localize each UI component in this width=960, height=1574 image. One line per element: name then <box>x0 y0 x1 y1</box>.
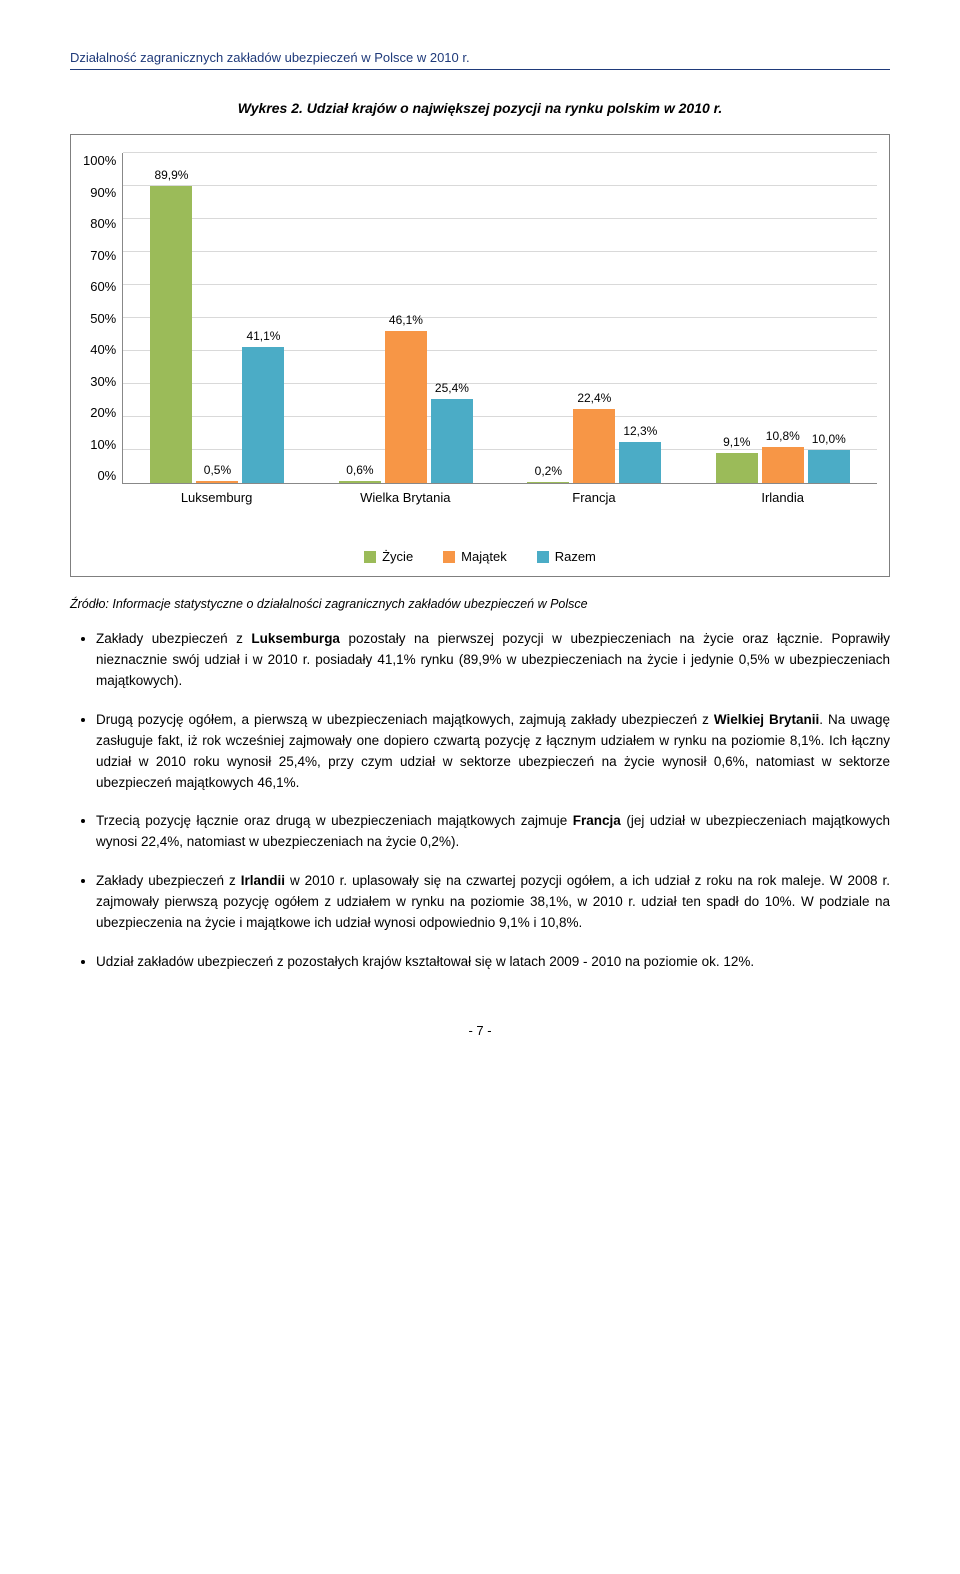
bullet-item: Zakłady ubezpieczeń z Luksemburga pozost… <box>96 629 890 692</box>
x-tick-label: Wielka Brytania <box>311 490 500 505</box>
y-tick: 10% <box>90 437 116 452</box>
y-tick: 40% <box>90 342 116 357</box>
bar-group: 0,6%46,1%25,4% <box>312 153 500 483</box>
legend-label: Majątek <box>461 549 507 564</box>
bar: 22,4% <box>573 409 615 483</box>
chart-title: Wykres 2. Udział krajów o największej po… <box>70 100 890 116</box>
page-number: - 7 - <box>70 1023 890 1038</box>
legend-label: Razem <box>555 549 596 564</box>
bar-value-label: 0,6% <box>346 463 373 477</box>
y-tick: 50% <box>90 311 116 326</box>
plot-area: 89,9%0,5%41,1%0,6%46,1%25,4%0,2%22,4%12,… <box>122 153 877 484</box>
y-tick: 20% <box>90 405 116 420</box>
legend-swatch <box>443 551 455 563</box>
chart-source: Źródło: Informacje statystyczne o działa… <box>70 597 890 611</box>
bar-value-label: 0,2% <box>535 464 562 478</box>
bar-group: 89,9% 0,5% 41,1% <box>123 153 311 483</box>
bar-value-label: 10,0% <box>812 432 846 446</box>
bar: 0,5% <box>196 481 238 483</box>
y-tick: 30% <box>90 374 116 389</box>
legend-swatch <box>537 551 549 563</box>
y-tick: 70% <box>90 248 116 263</box>
bar: 46,1% <box>385 331 427 483</box>
y-tick: 60% <box>90 279 116 294</box>
legend-item: Razem <box>537 549 596 564</box>
bullet-item: Drugą pozycję ogółem, a pierwszą w ubezp… <box>96 710 890 794</box>
bar: 89,9% <box>150 186 192 483</box>
y-tick: 90% <box>90 185 116 200</box>
bar-value-label: 10,8% <box>766 429 800 443</box>
bar-group: 0,2%22,4%12,3% <box>500 153 688 483</box>
bar: 25,4% <box>431 399 473 483</box>
bar-value-label: 41,1% <box>246 329 280 343</box>
y-axis: 100% 90% 80% 70% 60% 50% 40% 30% 20% 10% 0% <box>83 153 122 483</box>
bar: 0,6% <box>339 481 381 483</box>
y-tick: 100% <box>83 153 116 168</box>
legend-swatch <box>364 551 376 563</box>
bar-value-label: 9,1% <box>723 435 750 449</box>
legend-item: Majątek <box>443 549 507 564</box>
bar: 12,3% <box>619 442 661 483</box>
bullet-item: Udział zakładów ubezpieczeń z pozostałyc… <box>96 952 890 973</box>
bar: 10,0% <box>808 450 850 483</box>
x-tick-label: Luksemburg <box>122 490 311 505</box>
bar: 41,1% <box>242 347 284 483</box>
bar-value-label: 22,4% <box>577 391 611 405</box>
bullet-item: Zakłady ubezpieczeń z Irlandii w 2010 r.… <box>96 871 890 934</box>
bar-value-label: 25,4% <box>435 381 469 395</box>
bar-value-label: 0,5% <box>204 463 231 477</box>
x-axis: LuksemburgWielka BrytaniaFrancjaIrlandia <box>122 490 877 505</box>
bar-value-label: 89,9% <box>154 168 188 182</box>
legend-label: Życie <box>382 549 413 564</box>
bar: 0,2% <box>527 482 569 483</box>
bar: 10,8% <box>762 447 804 483</box>
x-tick-label: Francja <box>500 490 689 505</box>
bullet-list: Zakłady ubezpieczeń z Luksemburga pozost… <box>70 629 890 973</box>
bar: 9,1% <box>716 453 758 483</box>
chart-container: 100% 90% 80% 70% 60% 50% 40% 30% 20% 10% 0% 89,9% 0… <box>70 134 890 577</box>
bar-value-label: 12,3% <box>623 424 657 438</box>
x-tick-label: Irlandia <box>688 490 877 505</box>
bar-group: 9,1%10,8%10,0% <box>689 153 877 483</box>
legend: Życie Majątek Razem <box>83 549 877 564</box>
y-tick: 80% <box>90 216 116 231</box>
y-tick: 0% <box>97 468 116 483</box>
page-header: Działalność zagranicznych zakładów ubezp… <box>70 50 890 70</box>
bullet-item: Trzecią pozycję łącznie oraz drugą w ube… <box>96 811 890 853</box>
bar-value-label: 46,1% <box>389 313 423 327</box>
legend-item: Życie <box>364 549 413 564</box>
